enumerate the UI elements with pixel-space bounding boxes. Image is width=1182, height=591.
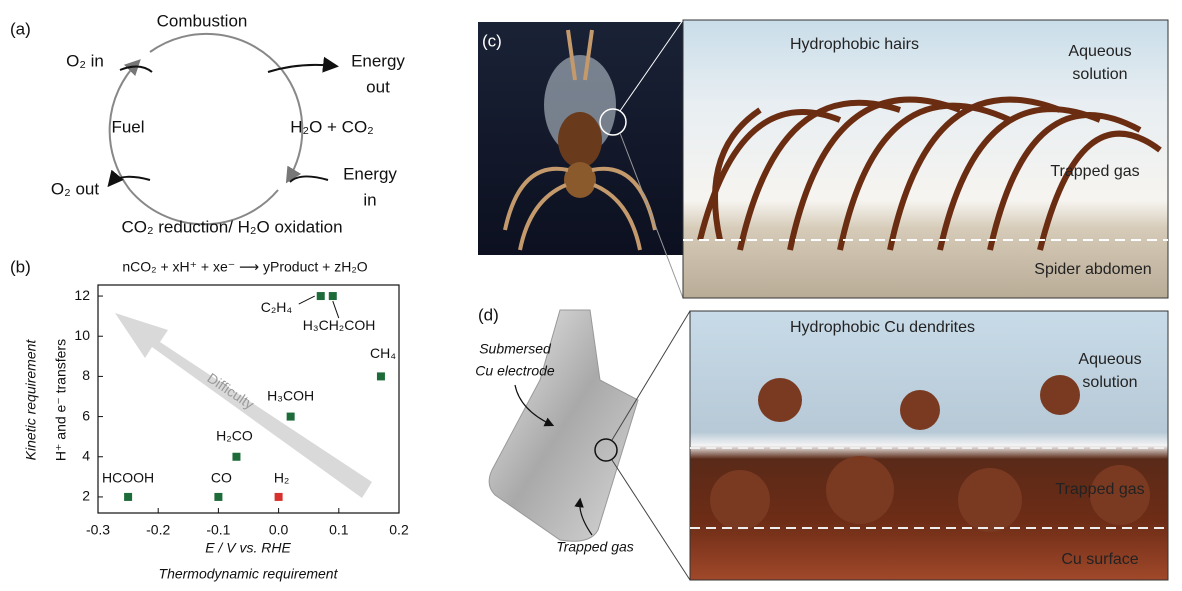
arrow — [290, 176, 328, 182]
y-axis-label: Kinetic requirement — [23, 339, 39, 461]
cycle-label: Combustion — [157, 11, 248, 30]
photo-label: Trapped gas — [556, 539, 634, 555]
illustration-label: Trapped gas — [1050, 163, 1139, 180]
point — [275, 493, 283, 501]
illustration-label: Aqueous — [1068, 43, 1131, 60]
point — [377, 372, 385, 380]
illustration-label: solution — [1072, 66, 1127, 83]
y-tick-label: 4 — [82, 447, 90, 463]
photo-label: Submersed — [479, 341, 552, 357]
arrow — [120, 66, 152, 72]
point-label: H₃CH₂COH — [303, 317, 376, 333]
annotation: Difficulty — [204, 370, 257, 413]
cycle-label: O₂ in — [66, 51, 104, 70]
panel-b: (b) nCO₂ + xH⁺ + xe⁻ ⟶ yProduct + zH₂O D… — [10, 257, 409, 581]
point-label: CO — [211, 470, 232, 486]
equation: nCO₂ + xH⁺ + xe⁻ ⟶ yProduct + zH₂O — [122, 259, 367, 275]
y-tick-label: 6 — [82, 407, 90, 423]
hair-illustration — [683, 20, 1168, 298]
zoom-line — [612, 311, 690, 440]
zoom-line — [612, 460, 690, 580]
cycle-label: out — [366, 77, 390, 96]
point — [317, 292, 325, 300]
panel-c: (c) Hydrophobic hairs Aqueous solution T… — [478, 20, 1168, 298]
illustration-label: Spider abdomen — [1034, 261, 1151, 278]
point — [329, 292, 337, 300]
cycle-label: O₂ out — [51, 179, 99, 198]
point — [287, 413, 295, 421]
point-label: C₂H₄ — [261, 299, 293, 315]
x-tick-label: -0.2 — [146, 522, 170, 538]
figure: (a) Combustion O₂ in Energy out Fuel H₂O… — [0, 0, 1182, 586]
point — [232, 453, 240, 461]
x-tick-label: -0.1 — [206, 522, 230, 538]
y-tick-label: 8 — [82, 367, 90, 383]
photo-label: Cu electrode — [475, 363, 555, 379]
point — [124, 493, 132, 501]
point-label: H₂CO — [216, 427, 253, 443]
panel-label: (d) — [478, 305, 499, 324]
panel-label: (b) — [10, 257, 31, 276]
point-label: HCOOH — [102, 470, 154, 486]
illustration-label: Hydrophobic Cu dendrites — [790, 319, 975, 336]
cycle-label: H₂O + CO₂ — [290, 117, 374, 136]
cycle-label: Energy — [351, 51, 405, 70]
y-axis-label: H⁺ and e⁻ transfers — [53, 339, 69, 461]
point-label: CH₄ — [370, 345, 396, 361]
cycle-arc — [150, 34, 282, 70]
leader-line — [299, 296, 315, 304]
illustration-label: solution — [1082, 374, 1137, 391]
x-tick-label: 0.2 — [389, 522, 409, 538]
panel-a: (a) Combustion O₂ in Energy out Fuel H₂O… — [10, 11, 405, 236]
y-tick-label: 2 — [82, 488, 90, 504]
y-tick-label: 10 — [74, 327, 90, 343]
x-tick-label: 0.0 — [269, 522, 289, 538]
panel-label: (a) — [10, 19, 31, 38]
leader-line — [333, 301, 339, 318]
cycle-label: Energy — [343, 164, 397, 183]
spider-body — [564, 162, 596, 198]
x-tick-label: -0.3 — [86, 522, 110, 538]
x-axis-label: E / V vs. RHE — [205, 540, 291, 556]
cycle-label: Fuel — [111, 117, 144, 136]
x-axis-label: Thermodynamic requirement — [159, 566, 339, 582]
arrow — [110, 177, 150, 184]
panel-label: (c) — [482, 31, 502, 50]
illustration-label: Trapped gas — [1055, 481, 1144, 498]
panel-d: (d) Submersed Cu electrode Trapped gas H… — [475, 305, 1168, 580]
page: { "panel_a": { "label": "(a)", "combusti… — [0, 0, 1182, 586]
spider-body — [558, 112, 602, 168]
x-tick-label: 0.1 — [329, 522, 349, 538]
illustration-label: Hydrophobic hairs — [790, 36, 919, 53]
illustration-label: Aqueous — [1078, 351, 1141, 368]
cycle-label: CO₂ reduction/ H₂O oxidation — [121, 217, 342, 236]
y-tick-label: 12 — [74, 287, 90, 303]
illustration-label: Cu surface — [1061, 551, 1138, 568]
point — [214, 493, 222, 501]
cycle-label: in — [363, 190, 376, 209]
point-label: H₂ — [274, 470, 290, 486]
point-label: H₃COH — [267, 387, 314, 403]
